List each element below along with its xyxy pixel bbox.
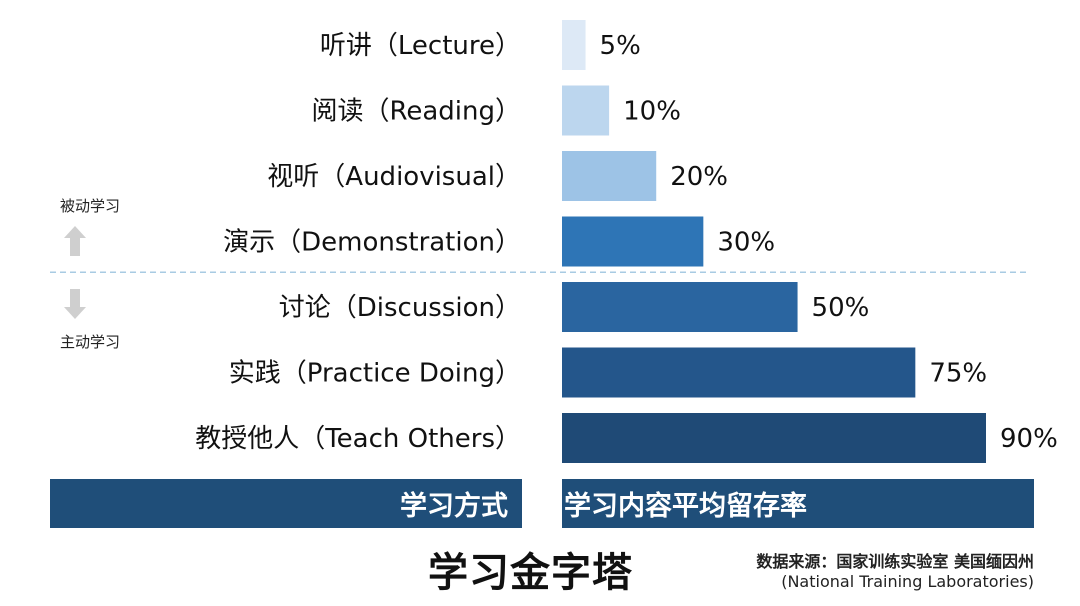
category-label-3: 演示（Demonstration） [223,228,521,258]
category-label-2: 视听（Audiovisual） [267,162,521,192]
value-label-5: 75% [929,359,987,389]
retention-rate-label: 学习内容平均留存率 [564,491,807,522]
learning-method-header: 学习方式 [50,479,522,528]
passive-learning-label: 被动学习 [60,197,121,215]
active-learning-label: 主动学习 [60,333,121,351]
bar-3 [562,216,704,267]
value-label-4: 50% [812,293,870,323]
category-label-5: 实践（Practice Doing） [229,359,521,389]
category-label-6: 教授他人（Teach Others） [195,424,521,454]
value-label-1: 10% [623,97,681,127]
bar-4 [562,282,798,332]
retention-rate-header: 学习内容平均留存率 [562,479,1034,528]
arrow-down-icon [64,289,86,319]
value-label-2: 20% [670,162,728,192]
bar-6 [562,413,986,463]
value-label-6: 90% [1000,424,1058,454]
arrow-up-icon [64,226,86,256]
bar-2 [562,151,657,201]
learning-method-label: 学习方式 [400,491,508,522]
category-label-0: 听讲（Lecture） [320,31,521,61]
value-label-3: 30% [717,228,775,258]
data-source-line2: (National Training Laboratories) [781,572,1034,591]
data-source-line1: 数据来源：国家训练实验室 美国缅因州 [756,552,1034,571]
bar-1 [562,85,610,136]
chart-title: 学习金字塔 [428,550,633,596]
bar-0 [562,20,586,70]
bar-5 [562,347,916,398]
learning-pyramid-chart: 听讲（Lecture） 5% 阅读（Reading） 10% 视听（Audiovisua… [50,20,1058,463]
category-label-1: 阅读（Reading） [311,97,521,127]
category-label-4: 讨论（Discussion） [279,293,521,323]
value-label-0: 5% [600,31,641,61]
